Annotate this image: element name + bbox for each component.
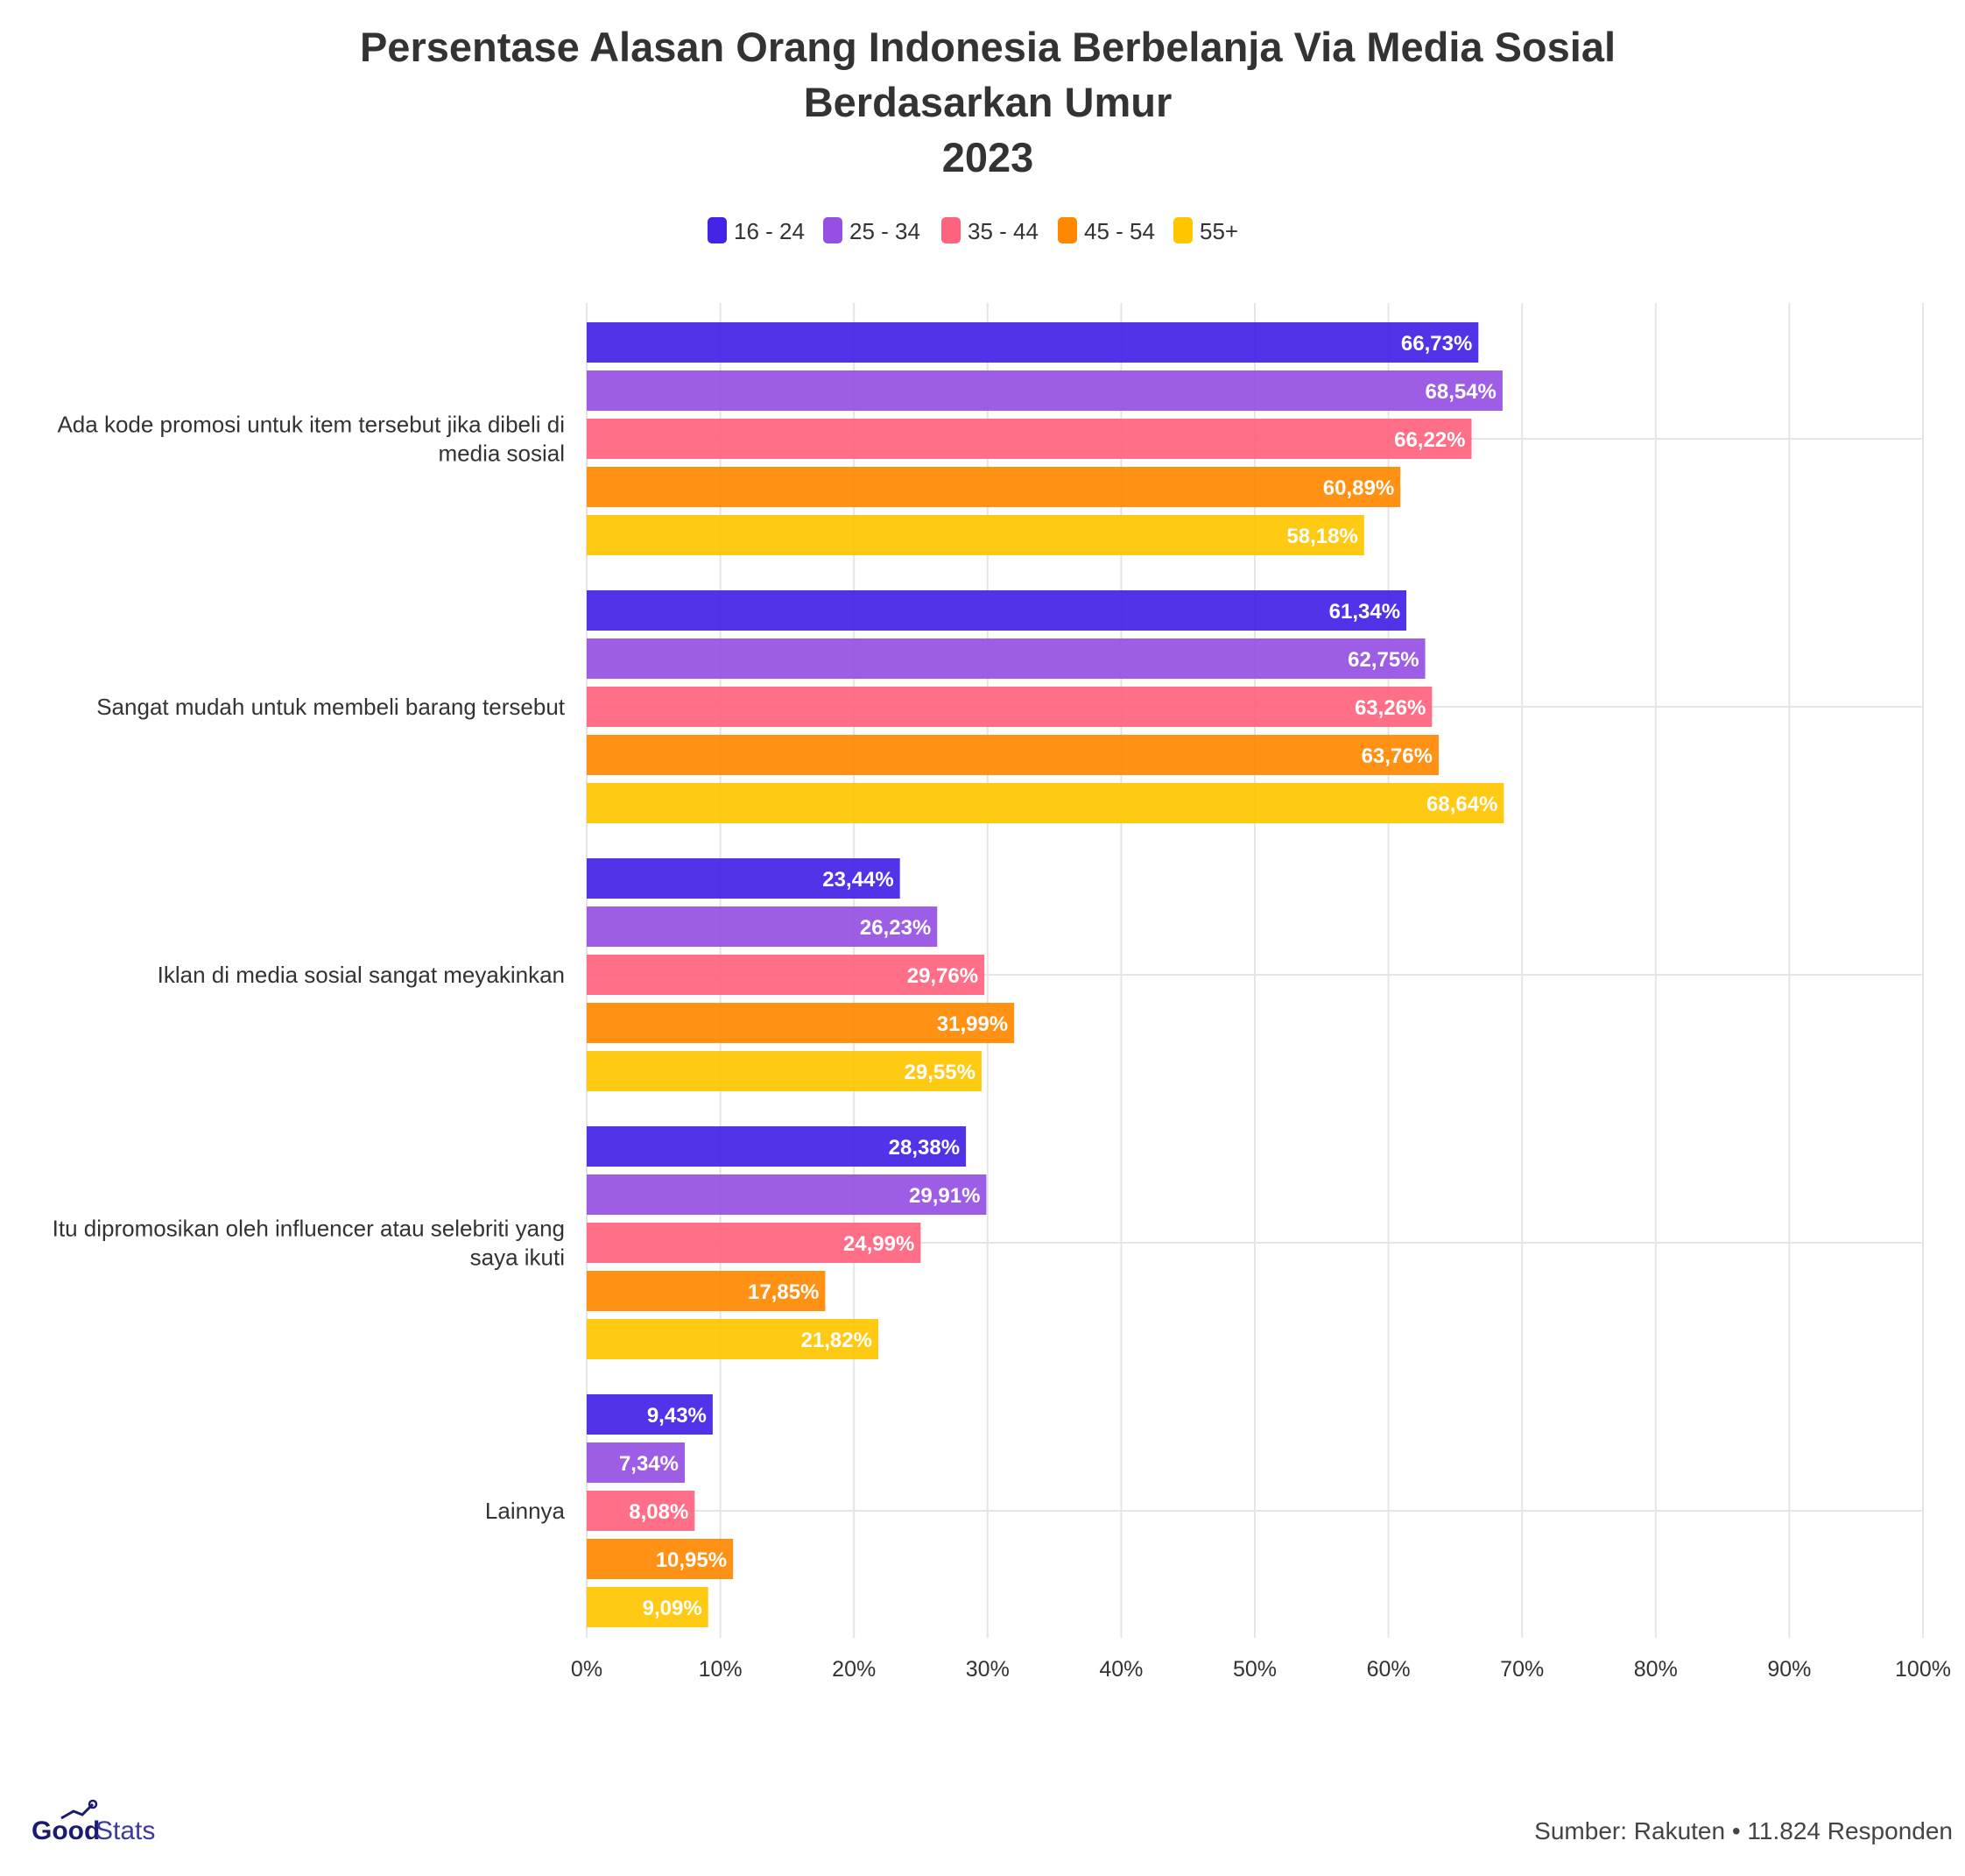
bar-4-3 [587, 1223, 921, 1263]
bar-3-1 [587, 858, 900, 899]
value-label-5-5: 9,09% [643, 1597, 702, 1620]
legend-swatch [823, 217, 842, 243]
bar-2-3 [587, 687, 1433, 727]
bar-2-1 [587, 590, 1407, 631]
bar-3-3 [587, 955, 985, 995]
value-label-1-1: 66,73% [1401, 332, 1472, 356]
x-tick-label-3: 30% [966, 1657, 1010, 1682]
legend-label: 55+ [1200, 218, 1238, 244]
x-tick-label-8: 80% [1634, 1657, 1678, 1682]
x-tick-label-9: 90% [1767, 1657, 1811, 1682]
x-tick-label-6: 60% [1367, 1657, 1411, 1682]
x-tick-label-10: 100% [1895, 1657, 1951, 1682]
bar-4-1 [587, 1126, 967, 1167]
logo-dot-icon [88, 1799, 98, 1809]
source-note: Sumber: Rakuten • 11.824 Responden [1534, 1817, 1953, 1844]
bar-2-5 [587, 783, 1504, 823]
value-label-3-4: 31,99% [937, 1012, 1008, 1036]
legend-label: 25 - 34 [849, 218, 920, 244]
logo: Good Stats [32, 1799, 155, 1845]
category-label-4-line-2: saya ikuti [470, 1245, 565, 1271]
value-label-4-5: 21,82% [801, 1329, 872, 1352]
logo-good-text: Good [32, 1816, 100, 1845]
legend-label: 16 - 24 [734, 218, 805, 244]
x-tick-label-1: 10% [699, 1657, 743, 1682]
legend-swatch [941, 217, 961, 243]
value-label-1-3: 66,22% [1394, 428, 1465, 452]
legend-item-1: 16 - 24 [708, 217, 805, 244]
title-line-1: Persentase Alasan Orang Indonesia Berbel… [360, 24, 1616, 70]
value-label-5-3: 8,08% [629, 1500, 688, 1524]
title-line-2: Berdasarkan Umur [804, 79, 1173, 125]
legend-item-2: 25 - 34 [823, 217, 920, 244]
value-label-4-3: 24,99% [843, 1232, 914, 1256]
logo-trend-icon [60, 1802, 95, 1820]
value-label-2-2: 62,75% [1348, 648, 1419, 672]
bar-2-4 [587, 735, 1439, 775]
bar-4-2 [587, 1174, 987, 1215]
bar-5-5 [587, 1587, 708, 1627]
legend-swatch [708, 217, 727, 243]
x-tick-label-4: 40% [1099, 1657, 1143, 1682]
bar-5-4 [587, 1539, 734, 1579]
bar-4-5 [587, 1319, 878, 1359]
x-axis: 0% 10% 20% 30% 40% 50% 60% 70% 80% 90% 100% [571, 1657, 1951, 1682]
value-label-5-4: 10,95% [656, 1548, 727, 1572]
value-label-3-2: 26,23% [860, 916, 931, 940]
bar-1-1 [587, 322, 1479, 363]
value-label-2-4: 63,76% [1362, 744, 1433, 768]
category-label-1-line-1: Ada kode promosi untuk item tersebut jik… [57, 412, 565, 438]
value-label-4-1: 28,38% [889, 1136, 960, 1160]
legend-swatch [1173, 217, 1193, 243]
bar-1-4 [587, 467, 1401, 507]
legend-label: 45 - 54 [1084, 218, 1155, 244]
value-label-3-1: 23,44% [822, 868, 893, 892]
value-label-1-4: 60,89% [1323, 476, 1394, 500]
bar-1-3 [587, 419, 1472, 459]
title-line-3: 2023 [942, 134, 1034, 180]
value-label-5-1: 9,43% [647, 1404, 707, 1428]
x-tick-label-2: 20% [832, 1657, 876, 1682]
category-labels: Ada kode promosi untuk item tersebut jik… [53, 412, 566, 1525]
logo-stats-text: Stats [95, 1816, 155, 1845]
bar-3-4 [587, 1003, 1015, 1043]
bar-3-5 [587, 1051, 982, 1091]
value-label-1-2: 68,54% [1426, 380, 1497, 404]
legend: 16 - 24 25 - 34 35 - 44 45 - 54 55+ [708, 217, 1238, 244]
category-label-2: Sangat mudah untuk membeli barang terseb… [96, 694, 566, 720]
x-tick-label-0: 0% [571, 1657, 602, 1682]
legend-item-5: 55+ [1173, 217, 1238, 244]
value-label-3-3: 29,76% [907, 964, 978, 988]
category-label-3: Iklan di media sosial sangat meyakinkan [158, 962, 565, 988]
bar-5-3 [587, 1491, 695, 1531]
bars: 66,73% 68,54% 66,22%60,89% 58,18% 61,34% 62,7… [587, 322, 1504, 1627]
value-label-2-5: 68,64% [1426, 793, 1497, 816]
value-label-4-4: 17,85% [748, 1280, 819, 1304]
legend-label: 35 - 44 [968, 218, 1039, 244]
bar-3-2 [587, 906, 938, 947]
value-label-2-1: 61,34% [1329, 600, 1400, 624]
bar-1-5 [587, 515, 1364, 555]
footer: Good Stats Sumber: Rakuten • 11.824 Resp… [32, 1799, 1953, 1845]
x-tick-label-7: 70% [1500, 1657, 1544, 1682]
x-tick-label-5: 50% [1233, 1657, 1277, 1682]
value-label-3-5: 29,55% [905, 1061, 975, 1084]
bar-4-4 [587, 1271, 826, 1311]
legend-item-3: 35 - 44 [941, 217, 1039, 244]
value-label-1-5: 58,18% [1286, 525, 1357, 548]
bar-5-1 [587, 1394, 713, 1435]
legend-swatch [1058, 217, 1077, 243]
category-label-4-line-1: Itu dipromosikan oleh influencer atau se… [53, 1216, 565, 1242]
legend-item-4: 45 - 54 [1058, 217, 1155, 244]
category-label-1-line-2: media sosial [438, 441, 565, 467]
value-label-2-3: 63,26% [1355, 696, 1426, 720]
bar-2-2 [587, 638, 1426, 679]
value-label-5-2: 7,34% [619, 1452, 679, 1476]
bar-1-2 [587, 370, 1503, 411]
bar-5-2 [587, 1442, 686, 1483]
value-label-4-2: 29,91% [909, 1184, 980, 1208]
category-label-5: Lainnya [485, 1498, 566, 1524]
chart-title: Persentase Alasan Orang Indonesia Berbel… [360, 24, 1616, 180]
